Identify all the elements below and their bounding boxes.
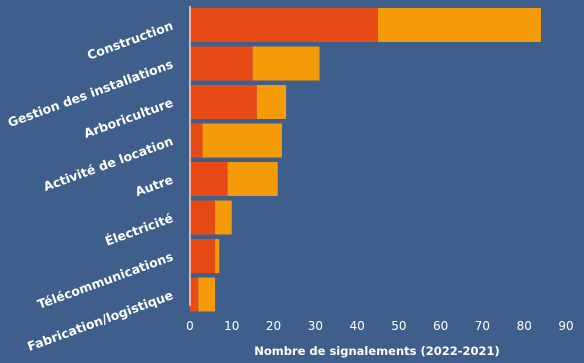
x-tick-labels: 0 10 20 30 40 50 60 70 80 90 (186, 319, 573, 333)
bar-segment-a-4 (190, 162, 228, 196)
category-label: Arboriculture (82, 95, 175, 141)
category-label: Électricité (103, 210, 175, 248)
bar-segment-a-3 (190, 123, 203, 158)
category-label: Autre (133, 172, 175, 200)
bars-group (190, 8, 541, 312)
x-tick-label: 50 (391, 319, 406, 333)
x-tick-label: 0 (186, 319, 194, 333)
x-tick-label: 80 (517, 319, 532, 333)
x-tick-label: 20 (266, 319, 281, 333)
x-tick-label: 10 (224, 319, 239, 333)
bar-segment-a-6 (190, 239, 216, 273)
category-label: Construction (85, 18, 175, 63)
bar-segment-b-3 (202, 123, 282, 158)
bar-segment-b-6 (215, 239, 220, 273)
x-tick-label: 60 (433, 319, 448, 333)
bar-segment-b-2 (256, 85, 287, 119)
bar-segment-a-1 (190, 46, 253, 81)
category-label: Gestion des installations (6, 56, 175, 130)
bar-segment-a-2 (190, 85, 257, 119)
bar-segment-b-4 (227, 162, 278, 196)
bar-segment-a-0 (190, 8, 378, 42)
x-tick-label: 90 (558, 319, 573, 333)
x-tick-label: 40 (349, 319, 364, 333)
x-tick-label: 70 (475, 319, 490, 333)
bar-segment-a-7 (190, 277, 199, 312)
bar-segment-b-1 (252, 46, 320, 81)
bar-segment-b-7 (198, 277, 216, 312)
bar-segment-b-0 (378, 8, 541, 42)
x-tick-label: 30 (308, 319, 323, 333)
x-axis-title: Nombre de signalements (2022-2021) (254, 344, 500, 358)
bar-segment-a-5 (190, 200, 216, 235)
bar-segment-b-5 (215, 200, 232, 235)
